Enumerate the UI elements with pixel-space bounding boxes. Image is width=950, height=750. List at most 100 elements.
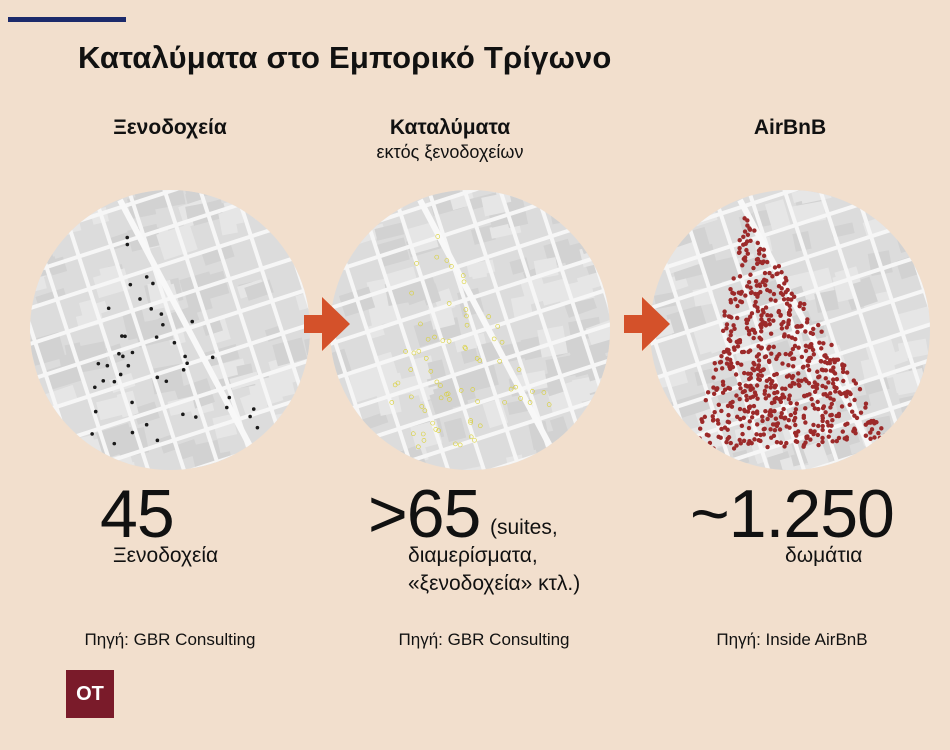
map-point (819, 346, 824, 351)
map-point (737, 396, 742, 402)
map-point (757, 335, 762, 340)
column-heading-hotels: Ξενοδοχεία (70, 116, 270, 140)
map-point (768, 331, 774, 336)
map-point (747, 419, 752, 424)
map-point (765, 259, 770, 265)
map-point (762, 270, 768, 276)
map-point (721, 382, 726, 387)
map-point (868, 430, 873, 435)
map-point (761, 427, 766, 432)
map-point (130, 350, 135, 355)
map-point (851, 378, 857, 383)
map-point (778, 440, 784, 445)
map-point (123, 334, 127, 339)
map-point (802, 377, 808, 382)
map-point (830, 381, 836, 386)
map-point (816, 322, 821, 328)
map-point (754, 257, 760, 262)
map-point (763, 396, 768, 401)
map-point (468, 434, 474, 440)
map-point (726, 385, 731, 391)
map-point (763, 305, 769, 310)
map-point (513, 384, 518, 390)
map-point (869, 427, 875, 432)
map-point (389, 400, 395, 405)
map-point (773, 383, 778, 388)
map-point (477, 423, 483, 429)
map-point (440, 338, 446, 343)
heading-hotels-label: Ξενοδοχεία (113, 116, 227, 139)
map-point (834, 377, 840, 382)
map-point (154, 335, 159, 339)
map-point (769, 381, 774, 386)
map-point (769, 400, 775, 406)
map-point (93, 409, 98, 414)
map-point (737, 274, 743, 279)
map-point (771, 291, 777, 297)
map-point (745, 409, 751, 414)
map-point (760, 307, 765, 313)
map-point (836, 435, 842, 441)
map-point (801, 364, 806, 369)
map-point (746, 425, 752, 431)
stat-other-lodging-note-1: (suites, (490, 516, 558, 539)
map-point (805, 363, 811, 368)
map-point (720, 328, 726, 334)
map-point (740, 263, 745, 268)
map-point (462, 344, 468, 350)
map-point (827, 361, 833, 366)
source-airbnb: Πηγή: Inside AirBnB (716, 630, 868, 649)
map-point (776, 308, 782, 314)
map-point (763, 282, 768, 288)
map-point (868, 436, 873, 441)
map-point (446, 301, 452, 306)
map-point (711, 391, 717, 397)
map-point (745, 232, 751, 237)
map-point (847, 402, 852, 407)
map-point (527, 400, 533, 405)
map-point (808, 330, 814, 336)
map-point (840, 429, 845, 434)
map-point (711, 375, 716, 380)
map-point (818, 358, 824, 364)
map-point (486, 314, 491, 319)
map-point (408, 367, 414, 372)
map-point (774, 395, 779, 401)
map-point (731, 323, 736, 328)
map-point (732, 347, 737, 352)
map-point (816, 442, 821, 448)
map-point (416, 444, 421, 450)
page-title: Καταλύματα στο Εμπορικό Τρίγωνο (78, 40, 612, 75)
map-point (464, 322, 470, 328)
map-point (755, 240, 760, 246)
map-point (181, 368, 186, 372)
map-point (783, 351, 788, 357)
map-point (702, 414, 708, 420)
map-point (726, 435, 732, 440)
map-point (820, 427, 825, 433)
map-point (873, 442, 878, 448)
map-point (414, 261, 419, 266)
map-point (738, 441, 743, 446)
map-point (728, 329, 734, 334)
map-point (820, 439, 825, 445)
map-point (734, 443, 739, 448)
map-point (717, 360, 723, 365)
map-point (737, 245, 742, 251)
map-point (743, 293, 748, 298)
map-point (786, 417, 791, 423)
map-point (746, 279, 752, 285)
map-point (762, 388, 768, 394)
map-point (739, 362, 744, 367)
stat-hotels-value: 45 (100, 476, 175, 552)
map-point (826, 380, 831, 385)
map-point (772, 408, 777, 414)
map-point (772, 372, 777, 378)
map-point (765, 444, 770, 450)
map-point (803, 406, 808, 411)
map-point (735, 360, 740, 366)
map-point (803, 348, 809, 354)
map-point (128, 282, 133, 287)
map-point (834, 385, 839, 391)
map-point (745, 284, 750, 289)
